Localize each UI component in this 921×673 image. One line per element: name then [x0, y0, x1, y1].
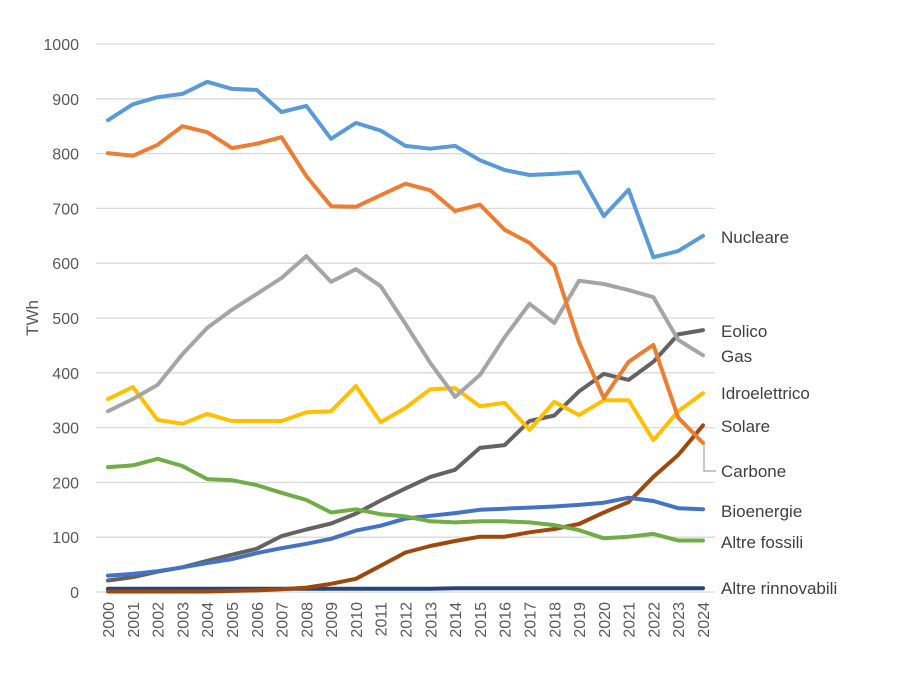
- legend-label-carbone: Carbone: [721, 462, 786, 481]
- x-axis-ticks: 2000 2001 2002 2003 2004 2005 2006 2007 2008 2009…: [101, 602, 713, 638]
- x-tick-label: 2014: [448, 602, 465, 638]
- y-axis-ticks: 0 100 200 300 400 500 600 700 800 900 1000: [43, 37, 79, 602]
- legend-label-bioenergie: Bioenergie: [721, 502, 802, 521]
- series-line-altre-rinnovabili: [106, 586, 705, 591]
- x-tick-label: 2000: [101, 602, 118, 638]
- legend-label-solare: Solare: [721, 417, 770, 436]
- y-tick-label: 100: [52, 530, 79, 547]
- series-line-idroelettrico: [106, 384, 705, 443]
- legend: Nucleare Eolico Gas Idroelettrico Solare Carb…: [703, 228, 837, 598]
- x-tick-label: 2016: [498, 602, 515, 638]
- legend-leader-line: [703, 442, 716, 472]
- y-tick-label: 900: [52, 92, 79, 109]
- y-tick-label: 600: [52, 256, 79, 273]
- y-tick-label: 200: [52, 475, 79, 492]
- x-tick-label: 2023: [671, 602, 688, 638]
- legend-label-altre-fossili: Altre fossili: [721, 533, 803, 552]
- series-line-eolico: [106, 328, 705, 583]
- series-line-solare: [106, 423, 705, 594]
- series-line-gas: [106, 254, 705, 414]
- x-tick-label: 2007: [275, 602, 292, 638]
- x-tick-label: 2015: [473, 602, 490, 638]
- y-tick-label: 400: [52, 366, 79, 383]
- gridlines: [96, 43, 715, 593]
- legend-label-eolico: Eolico: [721, 322, 767, 341]
- series-lines: [106, 79, 705, 594]
- legend-label-gas: Gas: [721, 347, 752, 366]
- series-line-carbone: [106, 124, 705, 445]
- x-tick-label: 2017: [522, 602, 539, 638]
- y-tick-label: 700: [52, 201, 79, 218]
- series-line-nucleare: [106, 79, 705, 260]
- y-tick-label: 300: [52, 421, 79, 438]
- x-tick-label: 2012: [399, 602, 416, 638]
- legend-label-nucleare: Nucleare: [721, 228, 789, 247]
- x-tick-label: 2024: [696, 602, 713, 638]
- y-tick-label: 500: [52, 311, 79, 328]
- x-tick-label: 2003: [175, 602, 192, 638]
- x-tick-label: 2001: [126, 602, 143, 638]
- series-line-altre-fossili: [106, 456, 705, 543]
- y-axis-title: TWh: [23, 300, 42, 336]
- x-tick-label: 2008: [299, 602, 316, 638]
- x-tick-label: 2021: [622, 602, 639, 638]
- x-tick-label: 2011: [374, 602, 391, 637]
- y-tick-label: 1000: [43, 37, 79, 54]
- x-tick-label: 2005: [225, 602, 242, 638]
- x-tick-label: 2022: [646, 602, 663, 638]
- x-tick-label: 2002: [151, 602, 168, 638]
- y-tick-label: 0: [70, 585, 79, 602]
- x-tick-label: 2019: [572, 602, 589, 638]
- series-line-bioenergie: [106, 495, 705, 578]
- x-tick-label: 2006: [250, 602, 267, 638]
- legend-label-idroelettrico: Idroelettrico: [721, 384, 810, 403]
- x-tick-label: 2013: [423, 602, 440, 638]
- x-tick-label: 2020: [597, 602, 614, 638]
- legend-label-altre-rinnovabili: Altre rinnovabili: [721, 579, 837, 598]
- x-tick-label: 2009: [324, 602, 341, 638]
- x-tick-label: 2004: [200, 602, 217, 638]
- x-tick-label: 2018: [547, 602, 564, 638]
- y-tick-label: 800: [52, 147, 79, 164]
- x-tick-label: 2010: [349, 602, 366, 638]
